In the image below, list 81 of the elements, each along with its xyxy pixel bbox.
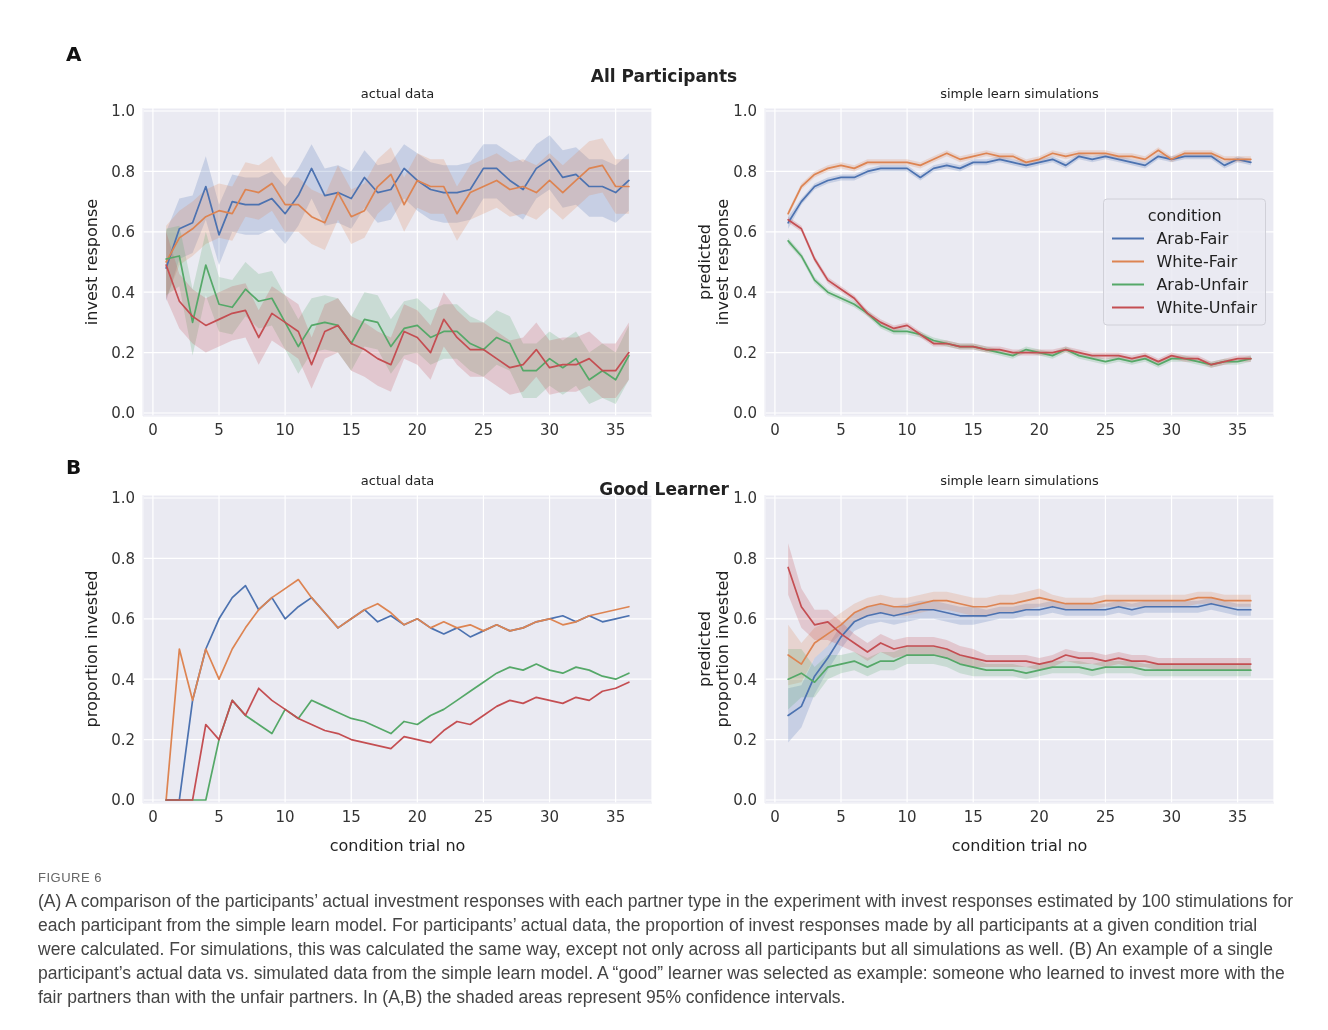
y-tick-label: 0.0: [111, 791, 135, 810]
x-tick-label: 5: [836, 420, 846, 439]
x-tick-label: 15: [341, 807, 361, 826]
y-axis-title: predicted invest response: [695, 198, 732, 326]
chart-title: simple learn simulations: [939, 473, 1100, 488]
x-tick-label: 0: [148, 807, 158, 826]
x-tick-label: 25: [473, 807, 493, 826]
y-tick-label: 0.4: [111, 670, 135, 689]
x-tick-label: 10: [275, 807, 295, 826]
annotation: Good Learner: [599, 479, 729, 499]
y-tick-label: 1.0: [111, 102, 135, 121]
x-tick-label: 35: [606, 420, 626, 439]
y-tick-label: 0.8: [111, 162, 135, 181]
x-tick-label: 35: [1228, 420, 1248, 439]
legend-label: Arab-Fair: [1156, 228, 1229, 248]
x-tick-label: 15: [963, 420, 983, 439]
x-tick-label: 30: [539, 420, 560, 439]
y-tick-label: 0.4: [733, 283, 757, 302]
line-series: [787, 654, 1252, 684]
y-tick-label: 1.0: [733, 102, 757, 121]
y-tick-label: 0.2: [111, 730, 135, 749]
y-tick-label: 0.8: [733, 162, 757, 181]
chart-title: simple learn simulations: [939, 86, 1100, 101]
chart-title: actual data: [360, 473, 435, 488]
text: (A) A comparison of the participants’ actual investment responses with each partner type in the experiment with invest responses estimated by 100 stimulations for each participant from the simple learn model. For participants’ actual data, the proportion of invest responses made by all participants at a given condition trial were calculated. For simulations, this was calculated the same way, except not only across all participants but all simulations as well. (B) An example of a single participant’s actual data vs. simulated data from the simple learn model. A “good” learner was selected as example: someone who learned to invest more with the fair partners than with the unfair partners. In (A,B) the shaded areas represent 95% confidence intervals.: [38, 890, 1295, 1009]
y-tick-label: 0.2: [733, 730, 757, 749]
x-tick-label: 30: [1161, 420, 1182, 439]
y-tick-label: 0.0: [111, 404, 135, 423]
y-tick-label: 0.6: [111, 610, 135, 629]
chart-title: actual data: [359, 86, 436, 101]
y-tick-label: 0.8: [111, 549, 135, 568]
x-tick-label: 0: [148, 420, 158, 439]
x-tick-label: 25: [473, 420, 493, 439]
y-tick-label: 0.8: [733, 549, 757, 568]
x-tick-label: 30: [1161, 807, 1182, 826]
x-tick-label: 5: [836, 807, 846, 826]
y-tick-label: 0.2: [733, 343, 757, 362]
x-tick-label: 30: [539, 807, 560, 826]
line-series: [787, 566, 1252, 665]
caption: FIGURE 6: [38, 870, 103, 885]
y-axis-title: invest response: [82, 198, 101, 326]
y-axis-title: proportion invested: [82, 570, 101, 728]
y-tick-label: 1.0: [733, 489, 757, 508]
y-axis-title: predicted proportion invested: [695, 570, 732, 728]
text: All Participants: [589, 66, 739, 86]
legend-title: condition: [1146, 205, 1223, 225]
y-tick-label: 0.0: [733, 791, 757, 810]
x-tick-label: 5: [214, 420, 224, 439]
x-axis-title: condition trial no: [951, 836, 1088, 855]
x-tick-label: 10: [275, 420, 295, 439]
x-tick-label: 10: [897, 420, 917, 439]
x-tick-label: 20: [407, 807, 427, 826]
x-tick-label: 20: [1029, 420, 1049, 439]
x-tick-label: 15: [963, 807, 983, 826]
text: A: [66, 42, 82, 66]
y-tick-label: 0.4: [111, 283, 135, 302]
y-tick-label: 0.4: [733, 670, 757, 689]
y-tick-label: 1.0: [111, 489, 135, 508]
line-series: [787, 602, 1252, 717]
legend-label: White-Fair: [1156, 251, 1238, 271]
x-axis-title: condition trial no: [329, 836, 466, 855]
x-tick-label: 35: [606, 807, 626, 826]
x-tick-label: 15: [341, 420, 361, 439]
y-tick-label: 0.6: [733, 610, 757, 629]
line-series: [787, 596, 1252, 665]
y-tick-label: 0.2: [111, 343, 135, 362]
x-tick-label: 20: [1029, 807, 1049, 826]
legend-label: White-Unfair: [1156, 297, 1257, 317]
legend-label: Arab-Unfair: [1156, 274, 1248, 294]
x-tick-label: 0: [770, 807, 780, 826]
x-tick-label: 0: [770, 420, 780, 439]
x-tick-label: 5: [214, 807, 224, 826]
text: B: [66, 455, 82, 479]
y-tick-label: 0.6: [733, 223, 757, 242]
x-tick-label: 25: [1095, 420, 1115, 439]
x-tick-label: 25: [1095, 807, 1115, 826]
x-tick-label: 10: [897, 807, 917, 826]
x-tick-label: 20: [407, 420, 427, 439]
y-tick-label: 0.0: [733, 404, 757, 423]
x-tick-label: 35: [1228, 807, 1248, 826]
y-tick-label: 0.6: [111, 223, 135, 242]
